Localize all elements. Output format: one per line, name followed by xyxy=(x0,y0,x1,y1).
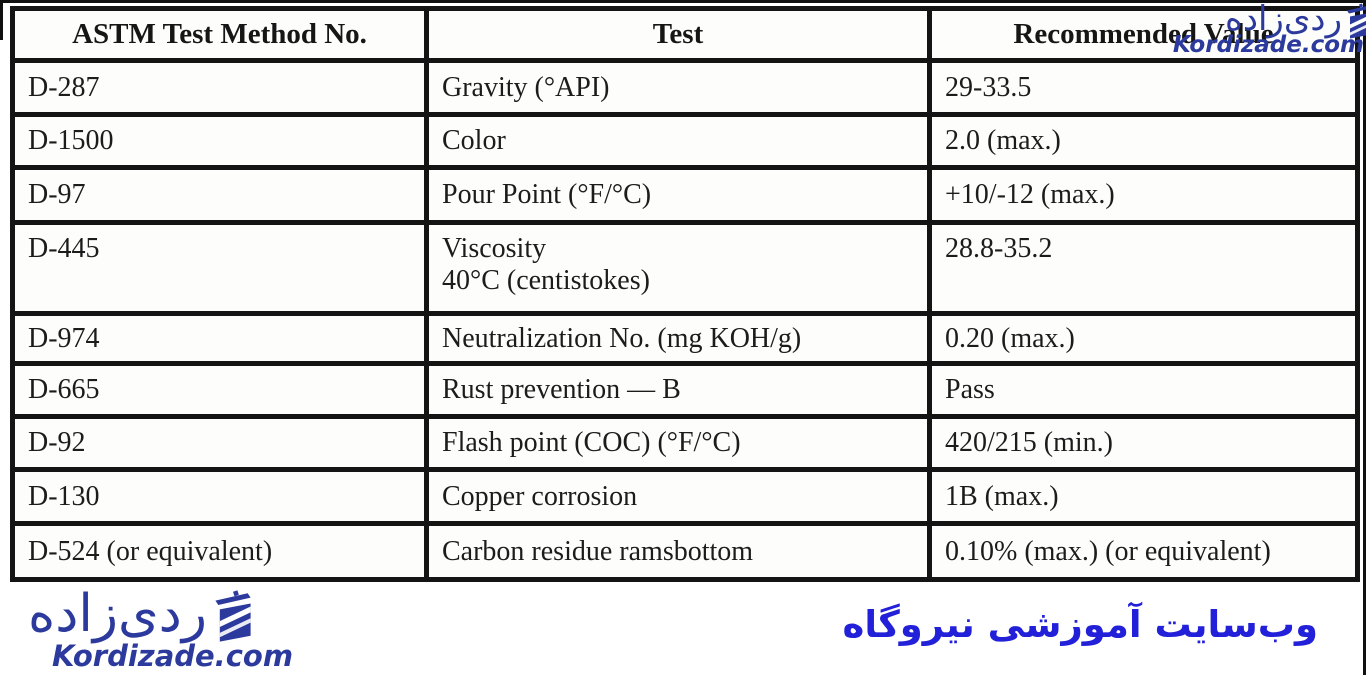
kordizade-domain-text: Kordizade.com xyxy=(1172,32,1364,58)
cell-method: D-1500 xyxy=(10,112,429,170)
table-row: D-974 Neutralization No. (mg KOH/g) 0.20… xyxy=(10,311,1360,366)
cell-method: D-665 xyxy=(10,361,429,419)
cell-method: D-287 xyxy=(10,58,429,117)
cell-test: Copper corrosion xyxy=(424,467,932,526)
cell-value: 0.10% (max.) (or equivalent) xyxy=(927,521,1360,582)
cell-test: Gravity (°API) xyxy=(424,58,932,117)
table-row: D-130 Copper corrosion 1B (max.) xyxy=(10,467,1360,526)
cell-value: 2.0 (max.) xyxy=(927,112,1360,170)
cell-value: +10/-12 (max.) xyxy=(927,165,1360,225)
cell-test: Rust prevention — B xyxy=(424,361,932,419)
cell-value: 0.20 (max.) xyxy=(927,311,1360,366)
table-row: D-287 Gravity (°API) 29-33.5 xyxy=(10,58,1360,117)
cell-method: D-445 xyxy=(10,220,429,316)
cell-value: 1B (max.) xyxy=(927,467,1360,526)
cell-test: Pour Point (°F/°C) xyxy=(424,165,932,225)
cell-test: Viscosity 40°C (centistokes) xyxy=(424,220,932,316)
kordizade-watermark-bottom: ردی‌زاده Kordizade.com xyxy=(28,588,293,671)
cell-value: 420/215 (min.) xyxy=(927,414,1360,472)
table-row: D-1500 Color 2.0 (max.) xyxy=(10,112,1360,170)
cell-method: D-92 xyxy=(10,414,429,472)
cell-test: Neutralization No. (mg KOH/g) xyxy=(424,311,932,366)
kordizade-persian-text: ردی‌زاده xyxy=(28,584,207,644)
cell-test: Color xyxy=(424,112,932,170)
cell-method: D-97 xyxy=(10,165,429,225)
cell-test: Flash point (COC) (°F/°C) xyxy=(424,414,932,472)
scan-edge-right xyxy=(1363,0,1366,675)
cell-method: D-524 (or equivalent) xyxy=(10,521,429,582)
cell-value: 28.8-35.2 xyxy=(927,220,1360,316)
kordizade-domain-text: Kordizade.com xyxy=(52,639,294,673)
header-value: Recommended Value xyxy=(927,6,1360,63)
astm-test-methods-table: ASTM Test Method No. Test Recommended Va… xyxy=(10,6,1360,582)
header-test: Test xyxy=(424,6,932,63)
scan-edge-top xyxy=(0,0,1366,3)
cell-method: D-130 xyxy=(10,467,429,526)
cell-test: Carbon residue ramsbottom xyxy=(424,521,932,582)
scan-edge-left xyxy=(0,0,3,40)
cell-value: Pass xyxy=(927,361,1360,419)
table-row: D-445 Viscosity 40°C (centistokes) 28.8-… xyxy=(10,220,1360,316)
kordizade-logo-icon xyxy=(215,590,251,642)
table-header-row: ASTM Test Method No. Test Recommended Va… xyxy=(10,6,1360,63)
kordizade-watermark-top: ردی‌زاده Kordizade.com xyxy=(1173,2,1366,57)
table-row: D-665 Rust prevention — B Pass xyxy=(10,361,1360,419)
cell-method: D-974 xyxy=(10,311,429,366)
kordizade-persian-text: ردی‌زاده xyxy=(1225,0,1342,39)
powerplant-website-caption: وب‌سایت آموزشی نیروگاه xyxy=(842,603,1318,646)
cell-value: 29-33.5 xyxy=(927,58,1360,117)
kordizade-logo-icon xyxy=(1347,3,1366,39)
table-row: D-97 Pour Point (°F/°C) +10/-12 (max.) xyxy=(10,165,1360,225)
header-method: ASTM Test Method No. xyxy=(10,6,429,63)
table-row: D-92 Flash point (COC) (°F/°C) 420/215 (… xyxy=(10,414,1360,472)
table-row: D-524 (or equivalent) Carbon residue ram… xyxy=(10,521,1360,582)
